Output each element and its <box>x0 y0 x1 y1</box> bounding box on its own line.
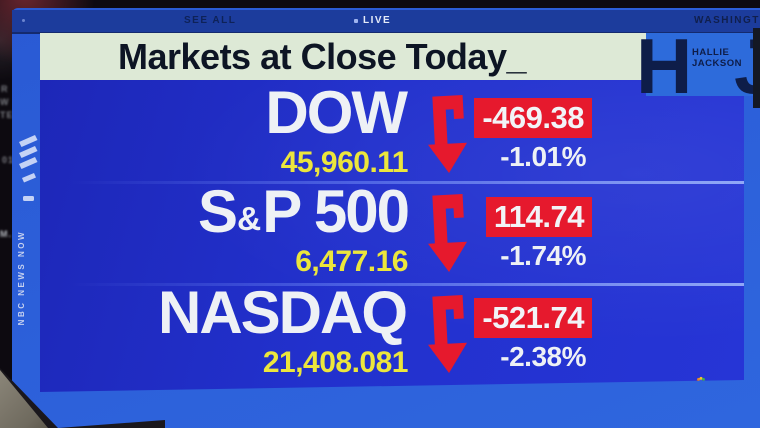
index-name: S&P 500 <box>198 178 408 245</box>
index-quote: DOW 45,960.11 <box>265 88 408 178</box>
dot-icon <box>22 19 25 22</box>
see-all-tab[interactable]: SEE ALL <box>184 15 237 26</box>
index-name: DOW <box>265 79 406 146</box>
change-value-badge: -521.74 <box>474 298 592 338</box>
index-close-value: 6,477.16 <box>295 244 408 278</box>
down-arrow-icon <box>422 92 472 176</box>
change-percent: -1.01% <box>500 141 586 172</box>
market-row-sp500: S&P 500 6,477.16 114.74 -1.74% <box>40 187 744 284</box>
down-arrow-icon <box>422 292 472 376</box>
index-close-value: 45,960.11 <box>280 145 408 179</box>
top-nav-bar: SEE ALL LIVE WASHINGTON <box>12 10 760 34</box>
location-label: WASHINGTON <box>694 15 760 26</box>
change-value-badge: -469.38 <box>474 98 592 138</box>
index-close-value: 21,408.081 <box>262 345 408 379</box>
row-divider <box>70 181 744 184</box>
logo-letter-h: H <box>636 22 692 110</box>
change-percent: -2.38% <box>500 341 586 372</box>
change-value-badge: 114.74 <box>486 197 592 237</box>
nbc-peacock-icon <box>695 376 707 386</box>
hallie-jackson-logo: H HALLIE JACKSON J <box>636 27 760 105</box>
correspondent-name: HALLIE JACKSON <box>692 47 742 69</box>
tv-screen: SEE ALL LIVE WASHINGTON Markets at Close… <box>12 8 760 428</box>
market-row-dow: DOW 45,960.11 -469.38 -1.01% <box>40 88 744 185</box>
market-row-nasdaq: NASDAQ 21,408.081 -521.74 -2.38% <box>40 288 744 385</box>
live-indicator-icon <box>354 18 358 23</box>
index-name: NASDAQ <box>157 279 406 346</box>
live-tab[interactable]: LIVE <box>354 15 391 26</box>
background-text-fragment: TE <box>0 110 14 120</box>
background-text-fragment: 01 <box>2 155 15 165</box>
index-quote: S&P 500 6,477.16 <box>198 187 408 277</box>
nbc-news-now-mark-icon <box>19 135 38 201</box>
index-change: -521.74 -2.38% <box>474 298 592 371</box>
live-label: LIVE <box>363 15 392 26</box>
headline-title: Markets at Close Today_ <box>118 35 526 77</box>
index-change: 114.74 -1.74% <box>486 197 592 270</box>
markets-panel: DOW 45,960.11 -469.38 -1.01% S&P 500 6,4… <box>40 80 744 392</box>
background-text-fragment: W <box>0 97 10 107</box>
screen-bezel-edge <box>753 28 760 108</box>
change-percent: -1.74% <box>500 240 586 271</box>
background-text-fragment: R <box>1 84 9 94</box>
headline-banner: Markets at Close Today_ <box>40 33 646 80</box>
down-arrow-icon <box>422 191 472 275</box>
index-quote: NASDAQ 21,408.081 <box>158 288 408 378</box>
row-divider <box>70 283 744 286</box>
background-text-fragment: M. <box>0 229 12 239</box>
index-change: -469.38 -1.01% <box>474 98 592 171</box>
nbc-news-now-label: NBC NEWS NOW <box>17 230 26 326</box>
